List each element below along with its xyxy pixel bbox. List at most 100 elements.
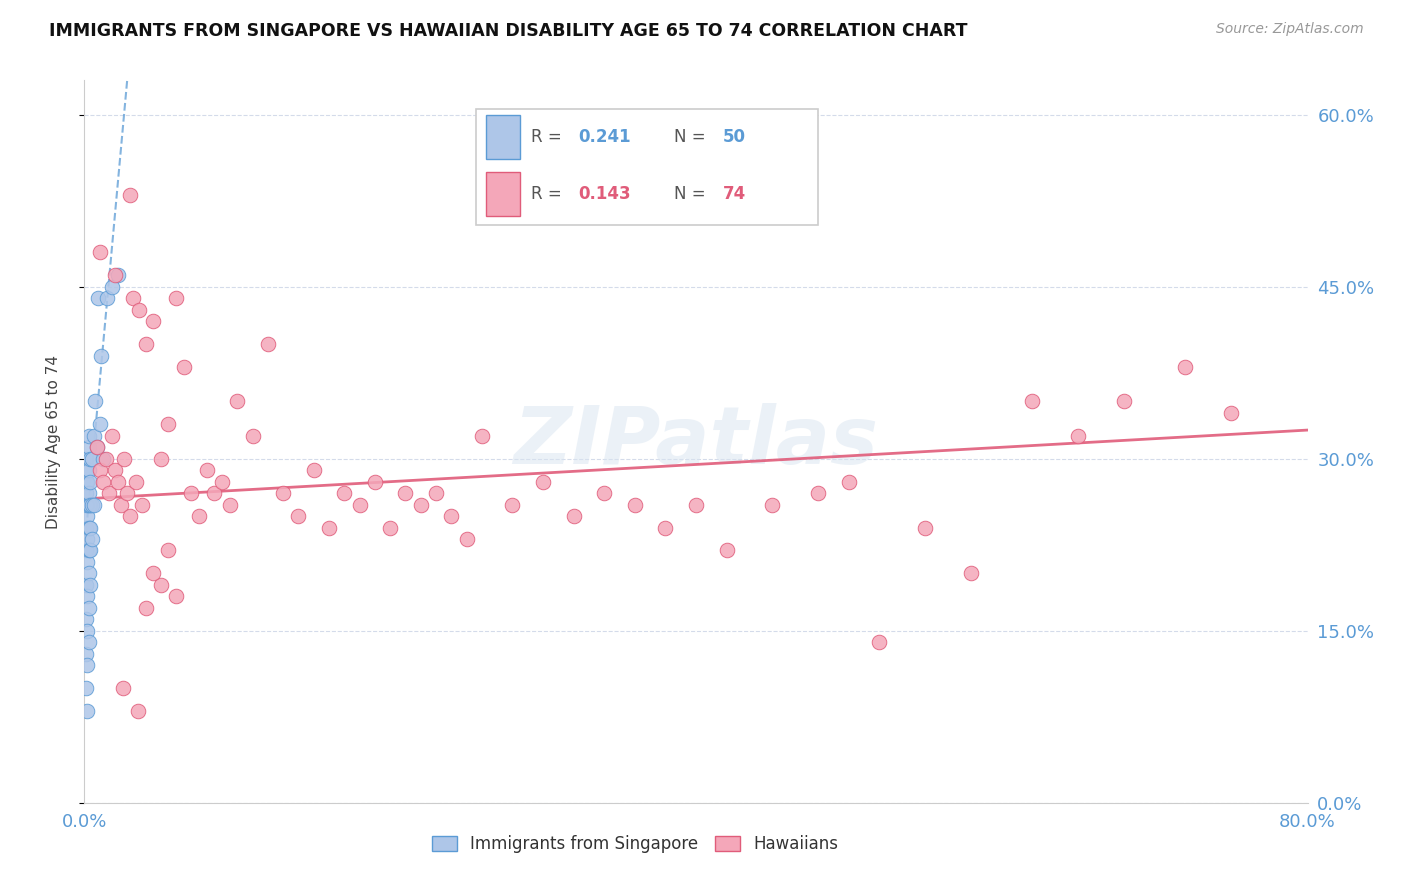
Point	[394, 486, 416, 500]
Point	[425, 486, 447, 500]
Point	[180, 486, 202, 500]
Y-axis label: Disability Age 65 to 74: Disability Age 65 to 74	[46, 354, 60, 529]
Point	[76, 463, 98, 477]
Point	[364, 475, 387, 489]
Point	[75, 451, 97, 466]
Point	[149, 578, 172, 592]
Point	[77, 440, 100, 454]
Point	[120, 509, 142, 524]
Point	[716, 543, 738, 558]
Point	[77, 429, 100, 443]
Point	[218, 498, 240, 512]
Point	[86, 440, 108, 454]
Point	[128, 302, 150, 317]
Point	[89, 245, 111, 260]
Point	[75, 543, 97, 558]
Point	[562, 509, 585, 524]
Point	[195, 463, 218, 477]
Point	[807, 486, 830, 500]
Point	[77, 543, 100, 558]
Point	[89, 463, 111, 477]
Point	[76, 704, 98, 718]
Point	[624, 498, 647, 512]
Point	[142, 314, 165, 328]
Point	[409, 498, 432, 512]
Point	[104, 463, 127, 477]
Point	[440, 509, 463, 524]
Point	[79, 475, 101, 489]
Point	[242, 429, 264, 443]
Point	[1174, 359, 1197, 374]
Point	[211, 475, 233, 489]
Point	[83, 429, 105, 443]
Point	[75, 498, 97, 512]
Point	[226, 394, 249, 409]
Point	[349, 498, 371, 512]
Point	[107, 268, 129, 283]
Point	[75, 681, 97, 695]
Point	[75, 475, 97, 489]
Point	[110, 498, 132, 512]
Point	[380, 520, 402, 534]
Point	[104, 268, 127, 283]
Point	[76, 509, 98, 524]
Point	[91, 475, 114, 489]
Point	[76, 475, 98, 489]
Point	[761, 498, 783, 512]
Point	[157, 543, 180, 558]
Point	[188, 509, 211, 524]
Point	[1021, 394, 1043, 409]
Point	[1067, 429, 1090, 443]
Point	[76, 498, 98, 512]
Point	[91, 451, 114, 466]
Point	[79, 451, 101, 466]
Point	[914, 520, 936, 534]
Text: IMMIGRANTS FROM SINGAPORE VS HAWAIIAN DISABILITY AGE 65 TO 74 CORRELATION CHART: IMMIGRANTS FROM SINGAPORE VS HAWAIIAN DI…	[49, 22, 967, 40]
Point	[90, 349, 112, 363]
Legend: Immigrants from Singapore, Hawaiians: Immigrants from Singapore, Hawaiians	[425, 828, 845, 860]
Point	[135, 337, 157, 351]
Point	[869, 635, 891, 649]
Point	[101, 429, 124, 443]
Point	[89, 417, 111, 432]
Point	[86, 440, 108, 454]
Point	[77, 498, 100, 512]
Point	[120, 188, 142, 202]
Point	[960, 566, 983, 581]
Point	[75, 578, 97, 592]
Point	[165, 590, 187, 604]
Point	[80, 532, 103, 546]
Point	[76, 532, 98, 546]
Point	[318, 520, 340, 534]
Point	[456, 532, 478, 546]
Point	[77, 520, 100, 534]
Point	[593, 486, 616, 500]
Point	[76, 590, 98, 604]
Point	[79, 498, 101, 512]
Point	[80, 451, 103, 466]
Point	[80, 498, 103, 512]
Point	[111, 681, 134, 695]
Point	[112, 451, 135, 466]
Point	[77, 463, 100, 477]
Point	[202, 486, 225, 500]
Point	[122, 291, 145, 305]
Point	[79, 520, 101, 534]
Point	[77, 600, 100, 615]
Point	[94, 451, 117, 466]
Point	[131, 498, 153, 512]
Point	[75, 612, 97, 626]
Point	[531, 475, 554, 489]
Point	[165, 291, 187, 305]
Point	[471, 429, 494, 443]
Point	[685, 498, 707, 512]
Point	[75, 486, 97, 500]
Point	[83, 498, 105, 512]
Text: Source: ZipAtlas.com: Source: ZipAtlas.com	[1216, 22, 1364, 37]
Point	[654, 520, 676, 534]
Point	[79, 543, 101, 558]
Point	[96, 291, 118, 305]
Text: ZIPatlas: ZIPatlas	[513, 402, 879, 481]
Point	[302, 463, 325, 477]
Point	[125, 475, 148, 489]
